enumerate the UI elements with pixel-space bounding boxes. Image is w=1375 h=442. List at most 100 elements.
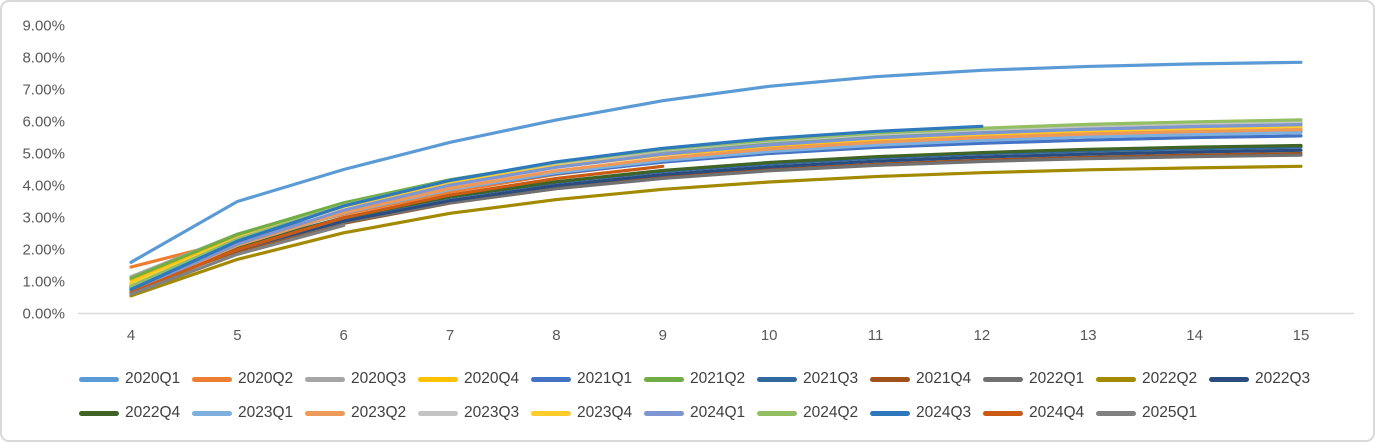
legend-item-2022Q3: 2022Q3 (1209, 370, 1322, 388)
legend-item-2024Q3: 2024Q3 (870, 404, 983, 422)
line-chart: 0.00% 1.00% 2.00% 3.00% 4.00% 5.00% 6.00% 7.00%… (22, 18, 1354, 345)
legend-label: 2024Q3 (916, 404, 972, 421)
series-line-2022Q2 (129, 164, 1303, 298)
legend-label: 2021Q3 (803, 370, 859, 387)
legend-label: 2025Q1 (1142, 404, 1198, 421)
legend-item-2025Q1: 2025Q1 (1096, 404, 1209, 422)
legend-swatch-icon (870, 410, 910, 416)
legend-label: 2022Q2 (1142, 370, 1198, 387)
legend-item-2024Q4: 2024Q4 (983, 404, 1096, 422)
y-tick-label: 1.00% (22, 274, 65, 291)
legend-swatch-icon (1209, 376, 1249, 382)
legend-swatch-icon (644, 376, 684, 382)
series-line-2024Q1 (129, 123, 1303, 293)
legend-swatch-icon (1096, 410, 1136, 416)
legend-swatch-icon (644, 410, 684, 416)
label-layer: 0.00% 1.00% 2.00% 3.00% 4.00% 5.00% 6.00% 7.00%… (22, 18, 1309, 345)
legend-swatch-icon (418, 376, 458, 382)
x-tick-label: 8 (552, 327, 560, 344)
legend-label: 2024Q2 (803, 404, 859, 421)
legend-item-2020Q1: 2020Q1 (79, 370, 192, 388)
series-line-2024Q4 (129, 164, 665, 295)
y-tick-label: 9.00% (22, 18, 65, 35)
legend-swatch-icon (870, 376, 910, 382)
x-tick-label: 13 (1080, 327, 1097, 344)
x-tick-label: 12 (974, 327, 991, 344)
legend-swatch-icon (305, 410, 345, 416)
legend-row-2: 2022Q4 2023Q1 2023Q2 2023Q3 2023Q4 2024Q1 2024… (79, 401, 1363, 425)
legend-row-1: 2020Q1 2020Q2 2020Q3 2020Q4 2021Q1 2021Q2 2021… (79, 367, 1363, 391)
legend-label: 2022Q4 (125, 404, 181, 421)
legend-swatch-icon (1096, 376, 1136, 382)
legend-label: 2020Q2 (238, 370, 294, 387)
series-line-2020Q1 (129, 60, 1303, 264)
legend-swatch-icon (79, 410, 119, 416)
legend-item-2020Q4: 2020Q4 (418, 370, 531, 388)
legend-swatch-icon (757, 410, 797, 416)
series-line-2025Q1 (129, 223, 346, 296)
legend-label: 2021Q4 (916, 370, 972, 387)
legend-label: 2020Q1 (125, 370, 181, 387)
y-tick-label: 7.00% (22, 82, 65, 99)
legend-swatch-icon (531, 376, 571, 382)
legend-label: 2021Q2 (690, 370, 746, 387)
x-tick-label: 11 (868, 327, 884, 344)
y-tick-label: 0.00% (22, 306, 65, 323)
legend-label: 2024Q1 (690, 404, 746, 421)
series-line-2023Q2 (129, 127, 1303, 293)
legend-swatch-icon (305, 376, 345, 382)
legend-swatch-icon (192, 376, 232, 382)
y-tick-label: 5.00% (22, 146, 65, 163)
chart-legend: 2020Q1 2020Q2 2020Q3 2020Q4 2021Q1 2021Q2 2021… (79, 367, 1363, 435)
legend-label: 2022Q1 (1029, 370, 1085, 387)
legend-swatch-icon (418, 410, 458, 416)
y-tick-label: 6.00% (22, 114, 65, 131)
legend-item-2021Q3: 2021Q3 (757, 370, 870, 388)
x-tick-label: 15 (1293, 327, 1310, 344)
x-tick-label: 5 (233, 327, 241, 344)
legend-item-2020Q3: 2020Q3 (305, 370, 418, 388)
legend-label: 2022Q3 (1255, 370, 1311, 387)
y-tick-label: 2.00% (22, 242, 65, 259)
legend-item-2023Q2: 2023Q2 (305, 404, 418, 422)
x-tick-label: 14 (1186, 327, 1203, 344)
series-line-2024Q3 (129, 124, 984, 292)
legend-item-2023Q1: 2023Q1 (192, 404, 305, 422)
legend-item-2024Q2: 2024Q2 (757, 404, 870, 422)
legend-label: 2023Q2 (351, 404, 407, 421)
legend-swatch-icon (79, 376, 119, 382)
legend-item-2022Q2: 2022Q2 (1096, 370, 1209, 388)
legend-item-2020Q2: 2020Q2 (192, 370, 305, 388)
legend-label: 2023Q4 (577, 404, 633, 421)
legend-item-2024Q1: 2024Q1 (644, 404, 757, 422)
legend-label: 2020Q3 (351, 370, 407, 387)
legend-item-2023Q4: 2023Q4 (531, 404, 644, 422)
x-tick-label: 9 (659, 327, 667, 344)
legend-swatch-icon (531, 410, 571, 416)
legend-item-2021Q2: 2021Q2 (644, 370, 757, 388)
series-line-2022Q3 (129, 148, 1303, 290)
legend-item-2021Q1: 2021Q1 (531, 370, 644, 388)
series-layer (129, 60, 1303, 298)
y-tick-label: 4.00% (22, 178, 65, 195)
x-tick-label: 7 (446, 327, 454, 344)
legend-swatch-icon (983, 376, 1023, 382)
legend-item-2022Q1: 2022Q1 (983, 370, 1096, 388)
legend-swatch-icon (757, 376, 797, 382)
x-tick-label: 4 (127, 327, 135, 344)
y-tick-label: 8.00% (22, 50, 65, 67)
legend-swatch-icon (983, 410, 1023, 416)
legend-label: 2020Q4 (464, 370, 520, 387)
legend-item-2022Q4: 2022Q4 (79, 404, 192, 422)
legend-label: 2024Q4 (1029, 404, 1085, 421)
legend-label: 2023Q3 (464, 404, 520, 421)
y-tick-label: 3.00% (22, 210, 65, 227)
legend-label: 2023Q1 (238, 404, 294, 421)
x-tick-label: 10 (761, 327, 778, 344)
x-tick-label: 6 (340, 327, 348, 344)
legend-item-2023Q3: 2023Q3 (418, 404, 531, 422)
legend-label: 2021Q1 (577, 370, 633, 387)
legend-swatch-icon (192, 410, 232, 416)
legend-item-2021Q4: 2021Q4 (870, 370, 983, 388)
